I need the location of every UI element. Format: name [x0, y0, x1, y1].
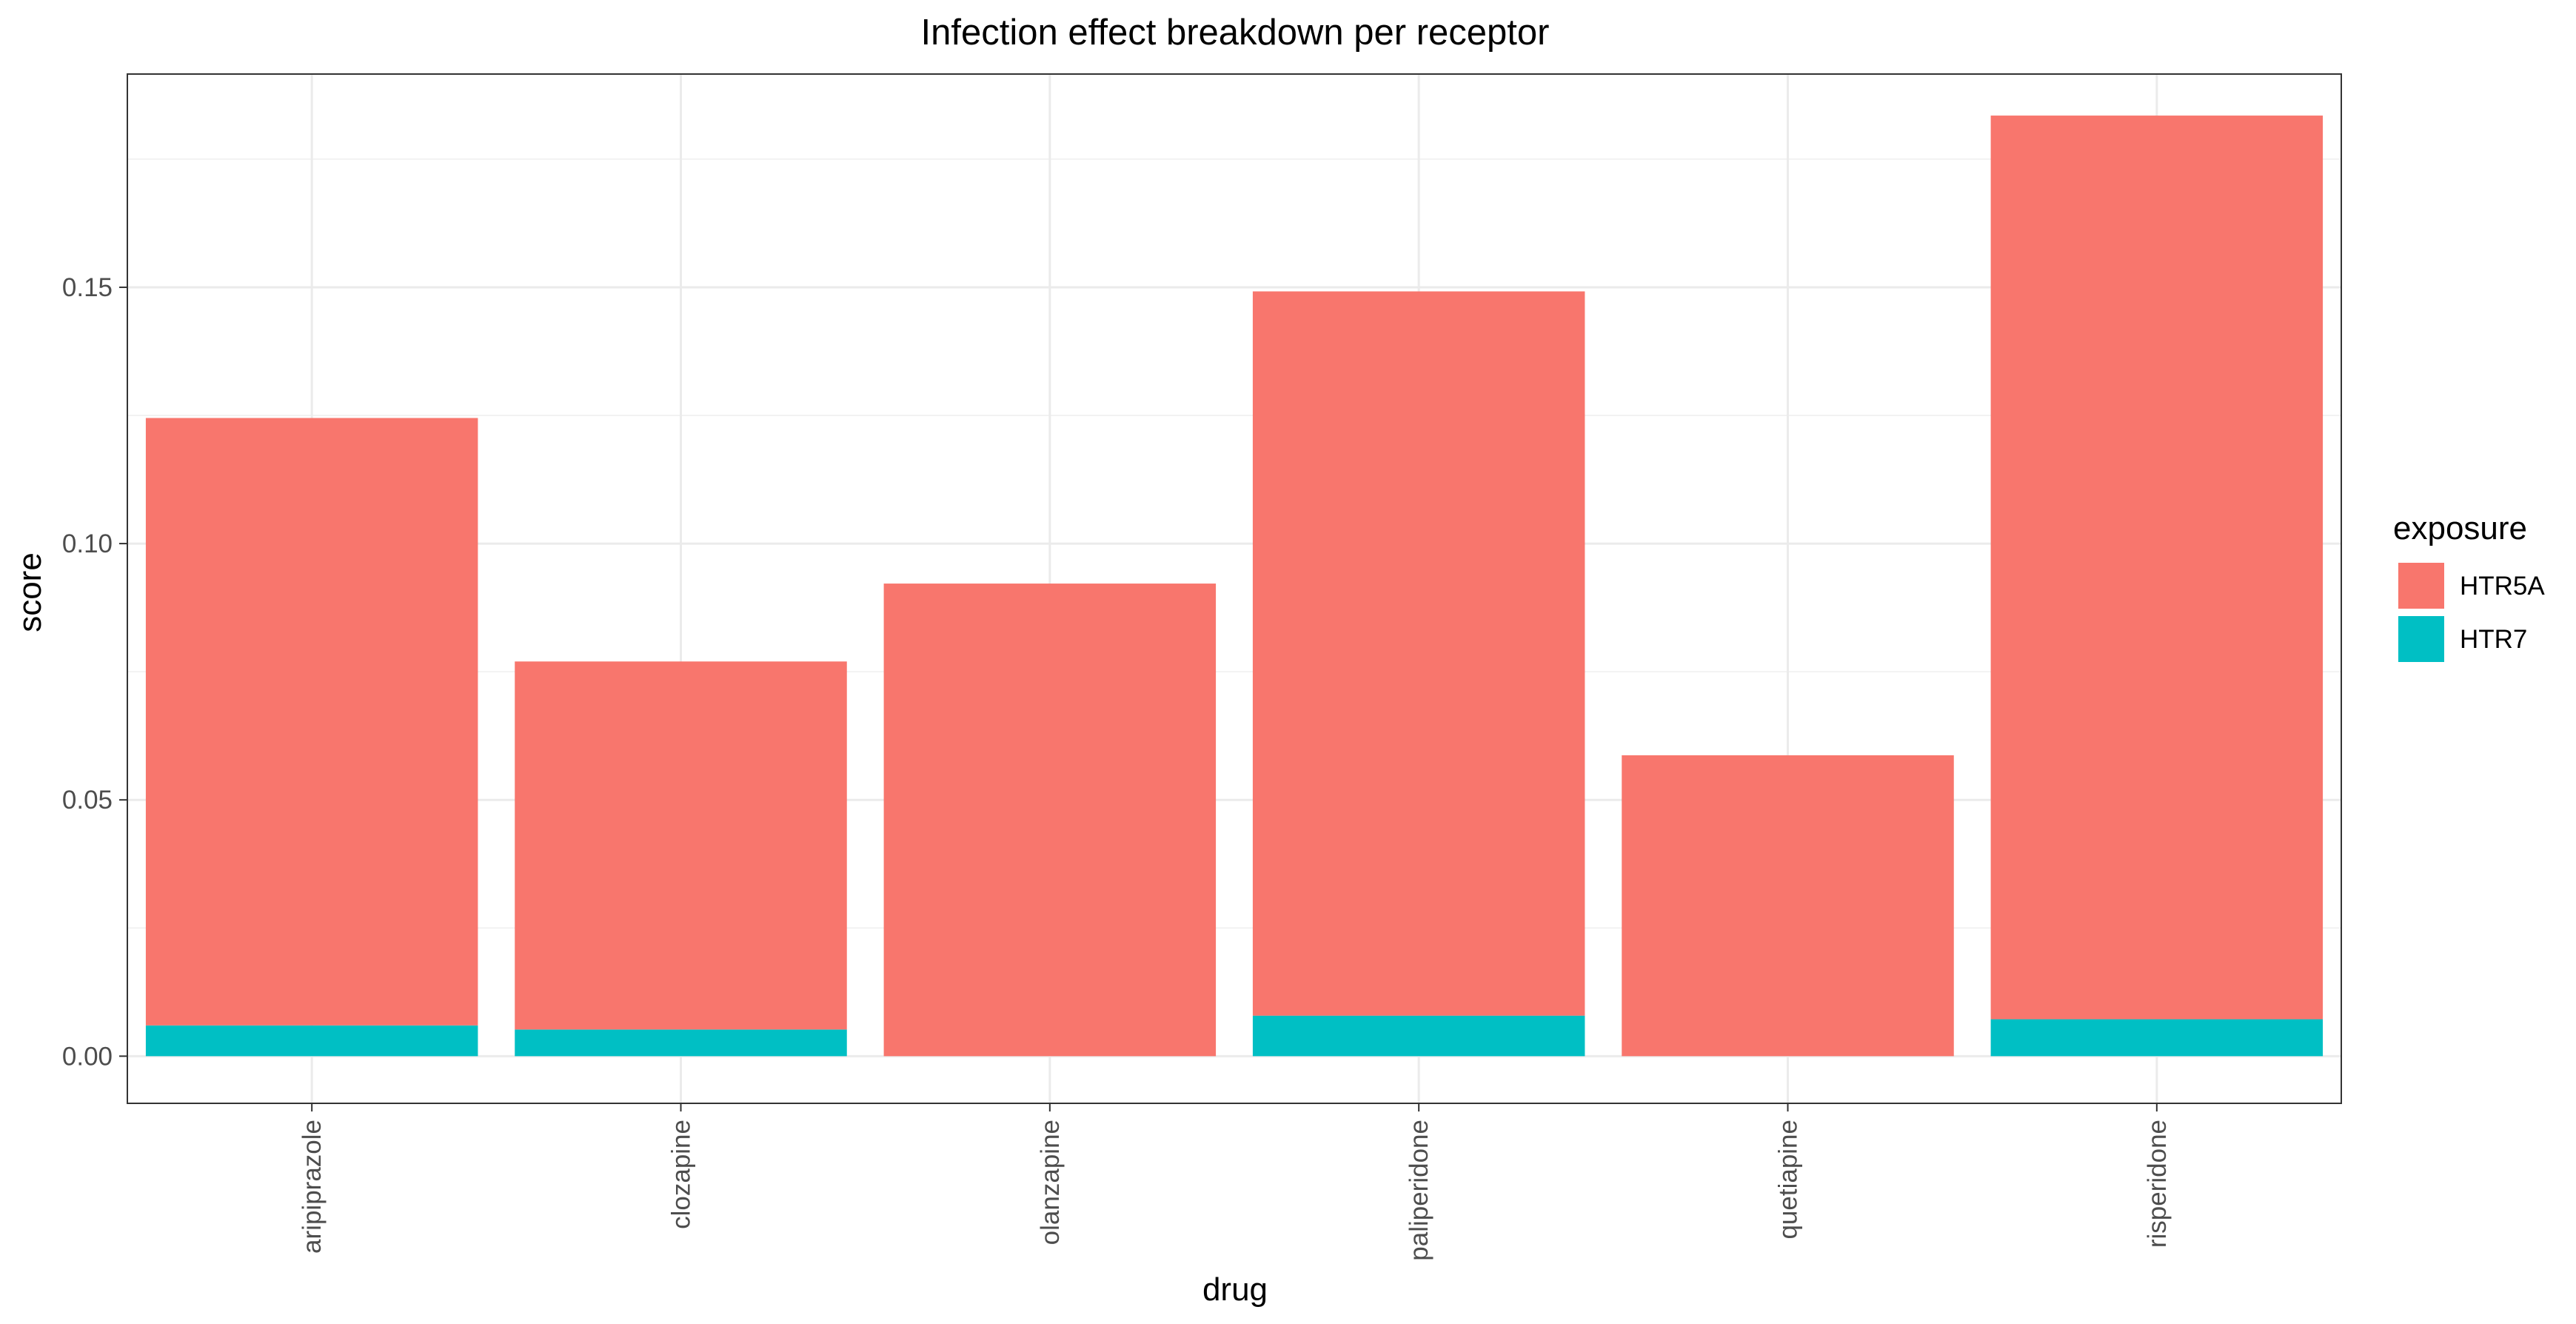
x-tick-label: olanzapine [1036, 1120, 1065, 1245]
bar-htr5a-risperidone [1990, 116, 2324, 1020]
x-tick-label: risperidone [2143, 1120, 2172, 1248]
bar-htr7-clozapine [515, 1029, 847, 1057]
bar-htr5a-aripiprazole [145, 418, 478, 1026]
bar-htr5a-olanzapine [883, 584, 1217, 1057]
bar-htr5a-quetiapine [1622, 755, 1954, 1057]
y-tick-label: 0.00 [62, 1042, 113, 1071]
bars [145, 116, 2324, 1057]
bar-htr5a-paliperidone [1252, 291, 1585, 1016]
minor-gridlines [127, 158, 2341, 929]
y-tick-label: 0.05 [62, 786, 113, 815]
x-tick-label: quetiapine [1774, 1120, 1803, 1240]
x-tick-label: paliperidone [1405, 1120, 1433, 1261]
legend: exposure HTR5A HTR7 [2393, 510, 2545, 663]
legend-swatch [2398, 616, 2444, 662]
y-axis-title: score [12, 552, 48, 632]
panel-border [127, 73, 2342, 1104]
legend-label: HTR7 [2460, 625, 2527, 654]
bar-htr7-aripiprazole [145, 1025, 478, 1057]
legend-entries: HTR5A HTR7 [2397, 561, 2545, 663]
legend-label: HTR5A [2460, 572, 2545, 601]
legend-title: exposure [2393, 510, 2527, 546]
bar-htr5a-clozapine [515, 661, 847, 1030]
bar-htr7-paliperidone [1252, 1015, 1585, 1057]
x-axis: aripiprazole clozapine olanzapine paliperid… [298, 1103, 2172, 1261]
x-tick-label: clozapine [667, 1120, 696, 1229]
y-tick-label: 0.10 [62, 529, 113, 558]
y-tick-label: 0.15 [62, 273, 113, 302]
chart-title: Infection effect breakdown per receptor [921, 13, 1550, 53]
bar-htr7-risperidone [1990, 1019, 2324, 1057]
y-axis: 0.00 0.05 0.10 0.15 [62, 273, 127, 1071]
x-tick-label: aripiprazole [298, 1120, 327, 1254]
legend-swatch [2398, 563, 2444, 609]
x-axis-title: drug [1202, 1271, 1268, 1308]
